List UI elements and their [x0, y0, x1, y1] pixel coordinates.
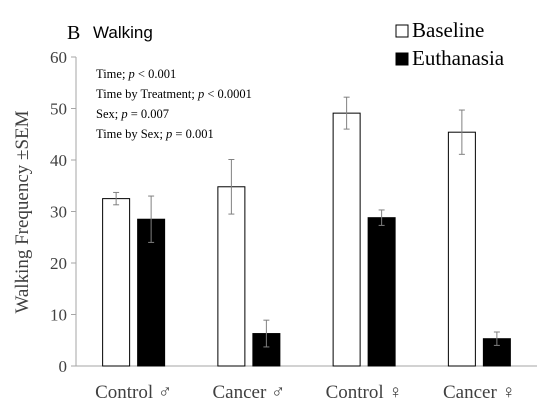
stats-annotation: Time; p < 0.001 Time by Treatment; p < 0.… — [96, 67, 252, 141]
x-tick-label: Control ♀ — [326, 382, 403, 403]
y-tick-label: 60 — [50, 48, 67, 67]
stats-term: Time; — [96, 67, 129, 81]
stats-value: = 0.001 — [172, 127, 213, 141]
plot-area: 0 10 20 30 40 50 60 Control ♂ Cancer ♂ Control ♀ C… — [50, 48, 537, 403]
stats-line: Time by Sex; p = 0.001 — [96, 127, 214, 141]
bar — [447, 131, 476, 367]
bar — [102, 198, 131, 367]
stats-value: < 0.0001 — [204, 87, 252, 101]
stats-p-symbol: p — [128, 67, 135, 81]
stats-value: < 0.001 — [135, 67, 176, 81]
bar — [137, 218, 166, 367]
y-tick-label: 30 — [50, 203, 67, 222]
stats-p-symbol: p — [197, 87, 204, 101]
panel-letter: B — [67, 22, 80, 44]
legend: Baseline Euthanasia — [395, 18, 505, 70]
bar — [367, 217, 396, 367]
y-tick-label: 10 — [50, 306, 67, 325]
panel-label: B Walking — [67, 22, 153, 44]
y-axis-label: Walking Frequency ±SEM — [12, 110, 33, 313]
y-tick-label: 20 — [50, 254, 67, 273]
x-tick-label: Cancer ♂ — [212, 382, 285, 403]
x-tick-label: Cancer ♀ — [443, 382, 516, 403]
bar — [217, 186, 246, 367]
y-tick-label: 0 — [59, 357, 68, 376]
stats-line: Sex; p = 0.007 — [96, 107, 169, 121]
stats-line: Time by Treatment; p < 0.0001 — [96, 87, 252, 101]
stats-term: Time by Treatment; — [96, 87, 198, 101]
stats-value: = 0.007 — [128, 107, 169, 121]
stats-line: Time; p < 0.001 — [96, 67, 176, 81]
panel-title: Walking — [93, 23, 153, 42]
legend-swatch — [395, 52, 409, 66]
legend-label: Baseline — [412, 18, 484, 42]
y-tick-label: 40 — [50, 151, 67, 170]
stats-term: Sex; — [96, 107, 121, 121]
legend-swatch — [395, 24, 409, 38]
x-tick-label: Control ♂ — [95, 382, 172, 403]
y-tick-label: 50 — [50, 100, 67, 119]
stats-p-symbol: p — [120, 107, 127, 121]
bar — [332, 112, 361, 367]
stats-p-symbol: p — [165, 127, 172, 141]
legend-label: Euthanasia — [412, 46, 505, 70]
stats-term: Time by Sex; — [96, 127, 166, 141]
